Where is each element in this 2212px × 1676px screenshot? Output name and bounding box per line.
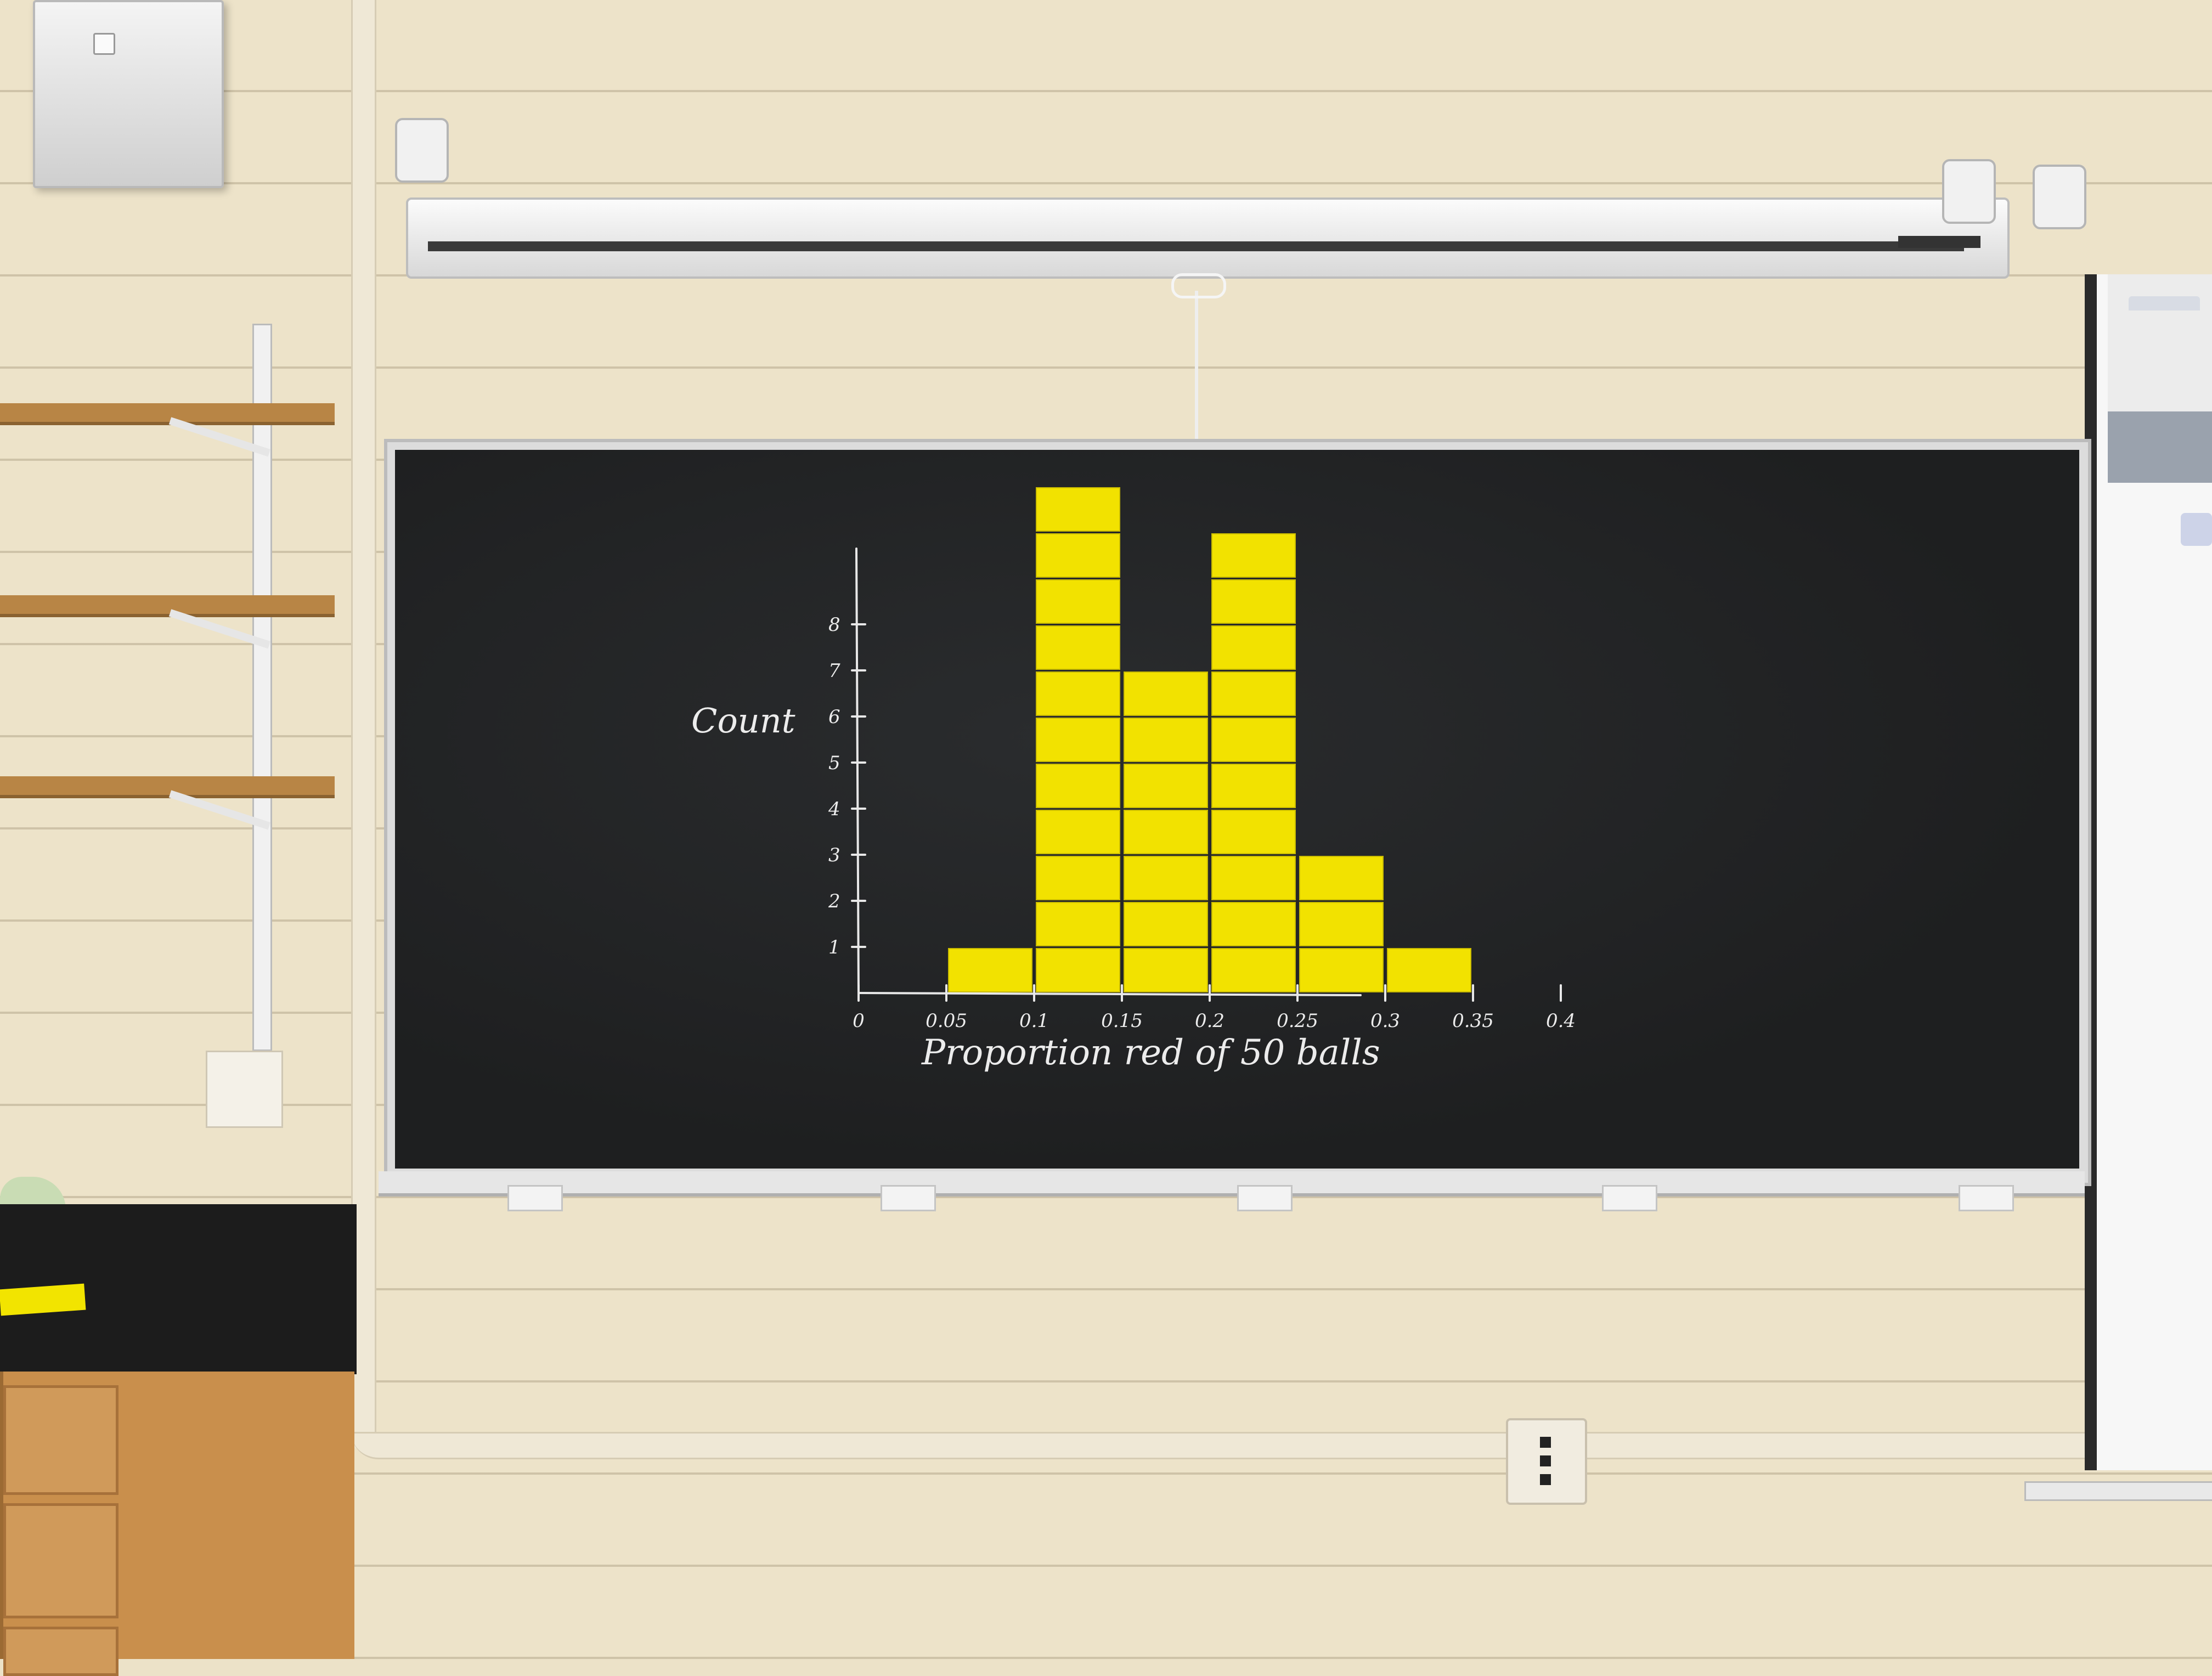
sticky-note (1387, 948, 1471, 992)
sticky-note (1211, 856, 1296, 900)
x-tick-label: 0.05 (926, 1010, 967, 1032)
sticky-note (1036, 487, 1120, 532)
sticky-note (948, 948, 1032, 992)
sticky-note (1124, 856, 1208, 900)
x-axis-label: Proportion red of 50 balls (921, 1032, 1380, 1073)
x-tick-label: 0.1 (1019, 1010, 1049, 1032)
y-tick-label: 2 (828, 890, 840, 912)
y-tick-label: 5 (828, 752, 840, 774)
drawer (3, 1503, 119, 1618)
sticky-note (1036, 533, 1120, 578)
jack-icon (1540, 1455, 1551, 1466)
x-axis (857, 992, 1362, 996)
x-tick-label: 0 (853, 1010, 865, 1032)
sticky-note (1124, 718, 1208, 762)
drawer (3, 1627, 119, 1676)
y-tick-label: 8 (828, 614, 840, 636)
projected-browser-bar (2108, 274, 2212, 411)
sticky-note (1211, 533, 1296, 578)
mount-bracket (2033, 165, 2086, 229)
sticky-note (1124, 764, 1208, 808)
shelf (0, 776, 335, 798)
sticky-note (1211, 625, 1296, 670)
sticky-note (1124, 810, 1208, 854)
sticky-note (1036, 579, 1120, 624)
sticky-note (1036, 902, 1120, 946)
sticky-note (1036, 764, 1120, 808)
drawer (3, 1385, 119, 1495)
tray-outlet (1602, 1185, 1657, 1211)
jack-icon (1540, 1437, 1551, 1448)
bar-4 (1211, 533, 1296, 992)
sticky-note (1124, 671, 1208, 716)
x-tick-label: 0.3 (1370, 1010, 1400, 1032)
sticky-note (1299, 902, 1384, 946)
tray-outlet (1237, 1185, 1293, 1211)
histogram-chart: 1 2 3 4 5 6 7 8 0 0.05 0.1 0.15 0.2 0.25 0.3 0.35 0.4 C… (691, 487, 1576, 1073)
bar-2 (1036, 487, 1120, 992)
bars-group (948, 487, 1471, 992)
projected-header (2108, 411, 2212, 483)
sticky-note (1036, 948, 1120, 992)
screen-slot (428, 241, 1964, 251)
projected-button (2181, 513, 2212, 546)
brand-label (1898, 236, 1980, 248)
x-tick-label: 0.2 (1195, 1010, 1224, 1032)
junction-box (1506, 1418, 1587, 1505)
jack-icon (1540, 1474, 1551, 1485)
y-ticks-group: 1 2 3 4 5 6 7 8 (828, 614, 866, 958)
sticky-note (1036, 718, 1120, 762)
bar-6 (1387, 948, 1471, 992)
x-tick-label: 0.4 (1546, 1010, 1576, 1032)
y-tick-label: 7 (828, 660, 840, 682)
sticky-note (1211, 948, 1296, 992)
bar-5 (1299, 856, 1384, 992)
projector-screen-housing (406, 197, 2010, 279)
y-tick-label: 6 (828, 706, 840, 728)
x-tick-label: 0.25 (1277, 1010, 1318, 1032)
tray-outlet (881, 1185, 936, 1211)
sticky-note (1211, 764, 1296, 808)
tray-outlet (1959, 1185, 2014, 1211)
sticky-note (1124, 902, 1208, 946)
sticky-note (1299, 948, 1384, 992)
shelf-rail (252, 324, 272, 1051)
x-ticks-group: 0 0.05 0.1 0.15 0.2 0.25 0.3 0.35 0.4 (853, 984, 1576, 1032)
y-tick-label: 1 (828, 936, 840, 958)
cabinet (0, 1372, 354, 1676)
sticky-note (1211, 810, 1296, 854)
y-tick-label: 3 (828, 844, 840, 866)
sticky-note (1211, 718, 1296, 762)
mount-bracket (1942, 159, 1996, 224)
sticky-note (1211, 671, 1296, 716)
bar-3 (1124, 671, 1208, 992)
sticky-note (1124, 948, 1208, 992)
y-tick-label: 4 (828, 798, 840, 820)
speaker-indicator-icon (93, 33, 115, 55)
screen-base (2024, 1481, 2212, 1501)
wall-outlet (206, 1051, 283, 1128)
sticky-note (1299, 856, 1384, 900)
horizontal-conduit (351, 1432, 2211, 1459)
sticky-note (1036, 856, 1120, 900)
x-tick-label: 0.35 (1452, 1010, 1494, 1032)
pull-cord (1195, 291, 1198, 444)
sticky-note (1036, 671, 1120, 716)
shelf (0, 595, 335, 617)
sticky-note (1036, 625, 1120, 670)
sticky-note (1036, 810, 1120, 854)
mount-bracket (395, 118, 449, 183)
bar-1 (948, 948, 1032, 992)
wall-speaker (33, 0, 224, 188)
sticky-note (1211, 579, 1296, 624)
projected-browser-tab (2129, 296, 2200, 311)
chalk-tray (379, 1171, 2085, 1197)
x-tick-label: 0.15 (1101, 1010, 1143, 1032)
shelf (0, 403, 335, 425)
y-axis (855, 548, 860, 994)
pull-handle (1171, 273, 1226, 298)
y-axis-label: Count (691, 701, 795, 741)
tray-outlet (507, 1185, 563, 1211)
sticky-note (1211, 902, 1296, 946)
